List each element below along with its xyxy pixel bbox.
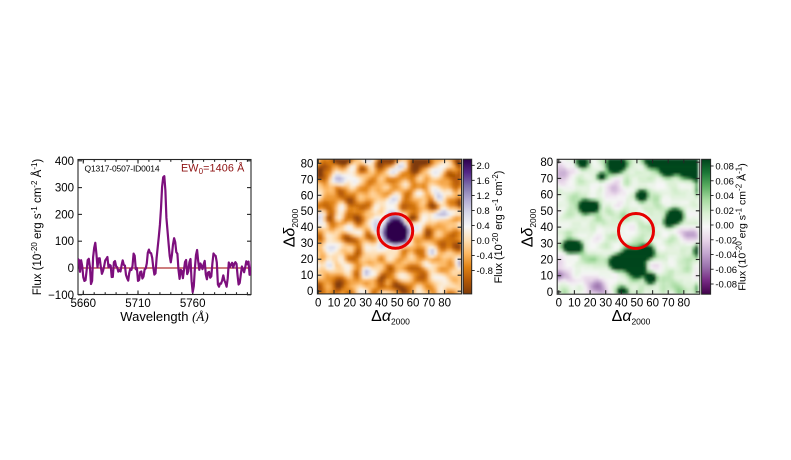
svg-text:-0.8: -0.8 <box>477 266 493 277</box>
svg-text:40: 40 <box>301 222 314 234</box>
svg-text:0.8: 0.8 <box>477 206 490 217</box>
svg-text:5760: 5760 <box>180 298 206 310</box>
svg-text:60: 60 <box>301 190 314 202</box>
svg-text:50: 50 <box>540 206 553 218</box>
svg-text:2.0: 2.0 <box>477 161 490 172</box>
svg-text:Wavelength (Å): Wavelength (Å) <box>120 309 208 324</box>
svg-text:30: 30 <box>301 238 314 250</box>
svg-text:5710: 5710 <box>125 298 151 310</box>
svg-text:50: 50 <box>631 298 644 310</box>
svg-text:20: 20 <box>540 255 553 267</box>
svg-text:−100: −100 <box>48 290 74 302</box>
svg-text:Flux (10-20 erg s-1 cm-2): Flux (10-20 erg s-1 cm-2) <box>491 171 505 284</box>
svg-text:300: 300 <box>55 183 74 195</box>
svg-text:60: 60 <box>646 298 659 310</box>
svg-text:100: 100 <box>55 236 74 248</box>
svg-text:400: 400 <box>55 156 74 168</box>
svg-text:50: 50 <box>301 206 314 218</box>
svg-text:1.6: 1.6 <box>477 176 490 187</box>
svg-text:0.4: 0.4 <box>477 221 490 232</box>
svg-text:50: 50 <box>391 298 404 310</box>
svg-text:70: 70 <box>540 173 553 185</box>
svg-text:10: 10 <box>328 298 341 310</box>
svg-text:20: 20 <box>343 298 356 310</box>
svg-text:-0.4: -0.4 <box>477 251 493 262</box>
svg-text:-0.02: -0.02 <box>715 235 737 246</box>
svg-text:80: 80 <box>301 158 314 170</box>
svg-text:0.00: 0.00 <box>715 221 734 232</box>
svg-text:Q1317-0507-ID0014: Q1317-0507-ID0014 <box>85 163 160 173</box>
svg-text:60: 60 <box>540 190 553 202</box>
svg-text:0: 0 <box>307 286 313 298</box>
svg-text:200: 200 <box>55 209 74 221</box>
svg-text:40: 40 <box>615 298 628 310</box>
svg-text:0.06: 0.06 <box>715 176 734 187</box>
svg-text:0.02: 0.02 <box>715 206 734 217</box>
svg-text:40: 40 <box>540 222 553 234</box>
svg-text:60: 60 <box>407 298 420 310</box>
svg-text:70: 70 <box>301 174 314 186</box>
svg-text:80: 80 <box>438 298 451 310</box>
svg-text:20: 20 <box>584 298 597 310</box>
svg-text:30: 30 <box>599 298 612 310</box>
svg-text:10: 10 <box>540 271 553 283</box>
svg-text:40: 40 <box>375 298 388 310</box>
svg-text:80: 80 <box>540 157 553 169</box>
svg-text:Flux (10-20 erg s-1 cm-2 Å-1): Flux (10-20 erg s-1 cm-2 Å-1) <box>30 159 44 296</box>
svg-text:80: 80 <box>677 298 690 310</box>
svg-text:10: 10 <box>568 298 581 310</box>
svg-text:30: 30 <box>359 298 372 310</box>
svg-text:70: 70 <box>662 298 675 310</box>
svg-text:-0.08: -0.08 <box>715 280 737 291</box>
svg-text:0: 0 <box>68 263 74 275</box>
svg-text:1.2: 1.2 <box>477 191 490 202</box>
svg-text:0: 0 <box>547 287 553 299</box>
svg-text:70: 70 <box>422 298 435 310</box>
svg-text:Flux (10-20 erg s-1 cm-2 Å-1): Flux (10-20 erg s-1 cm-2 Å-1) <box>735 163 749 290</box>
svg-text:-0.06: -0.06 <box>715 265 737 276</box>
svg-text:20: 20 <box>301 254 314 266</box>
svg-text:0.08: 0.08 <box>715 162 734 173</box>
svg-text:0: 0 <box>315 298 321 310</box>
svg-text:0.0: 0.0 <box>477 236 490 247</box>
svg-text:5660: 5660 <box>71 298 97 310</box>
svg-text:10: 10 <box>301 270 314 282</box>
svg-text:-0.04: -0.04 <box>715 250 737 261</box>
svg-text:EW0=1406 Å: EW0=1406 Å <box>181 162 245 177</box>
svg-text:0: 0 <box>556 298 562 310</box>
svg-text:0.04: 0.04 <box>715 191 734 202</box>
svg-text:30: 30 <box>540 238 553 250</box>
